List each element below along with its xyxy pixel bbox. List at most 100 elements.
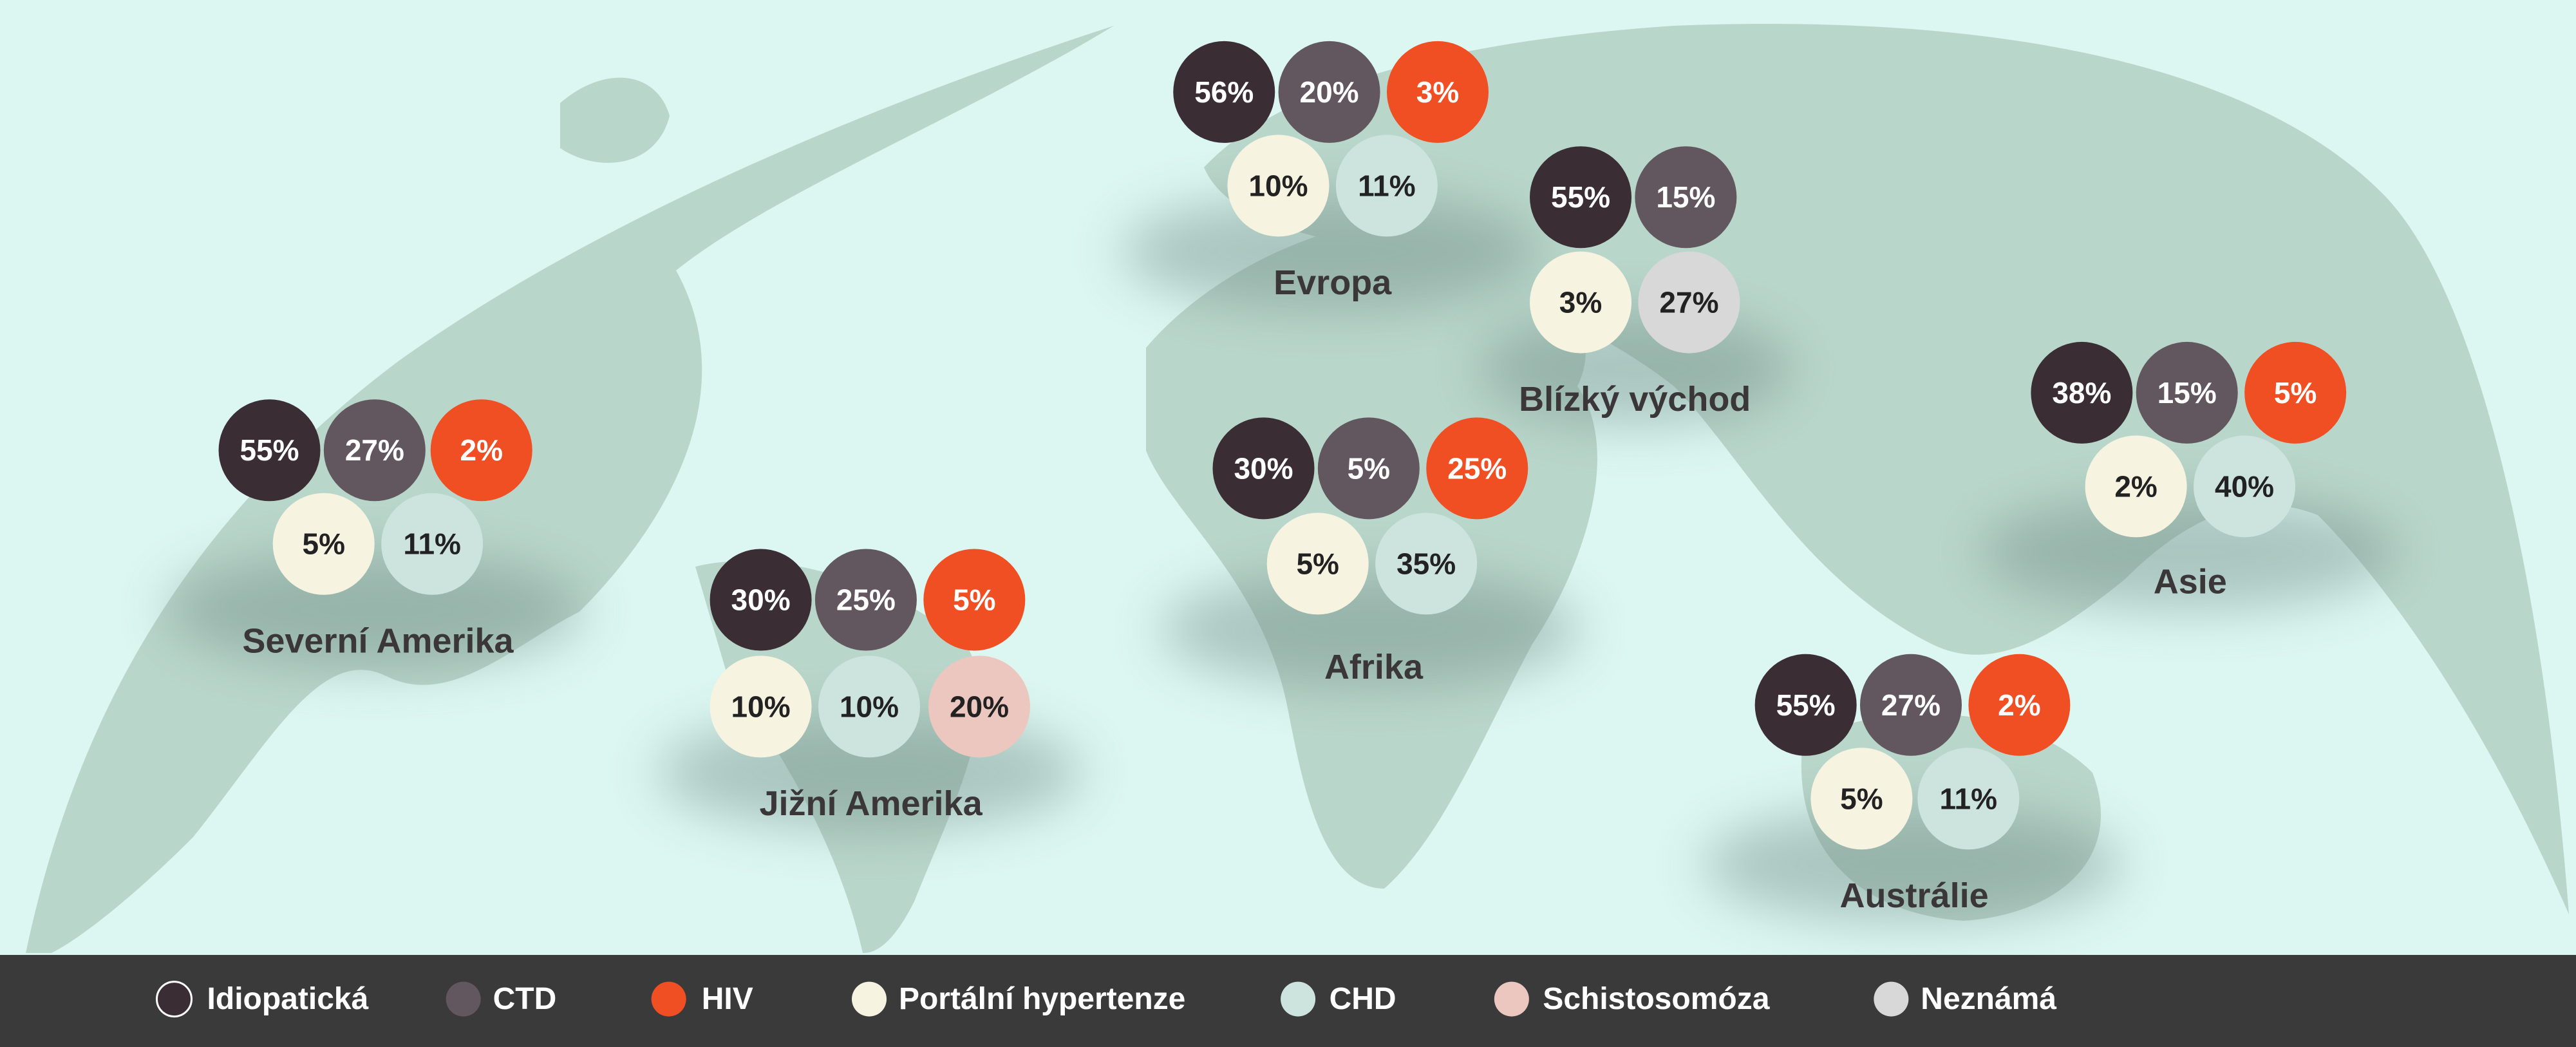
region-name: Afrika [1324, 648, 1424, 686]
region: 55% 27% 2% 5% 11% Severní Amerika [166, 399, 585, 668]
stat-value: 15% [1656, 180, 1715, 214]
stat-circle [381, 493, 484, 595]
legend-label: Neznámá [1921, 982, 2056, 1016]
stat-value: 38% [2052, 376, 2111, 410]
stat-circle [1530, 146, 1632, 249]
stat-value: 56% [1194, 75, 1254, 109]
stat-circle [2031, 341, 2133, 444]
shadow [1121, 193, 1541, 310]
stat-value: 25% [1447, 451, 1507, 485]
stat-circle [928, 656, 1030, 758]
shadow [1160, 571, 1581, 688]
legend-label: Portální hypertenze [899, 982, 1185, 1016]
stat-circle [1426, 417, 1528, 520]
stat-circle [1917, 748, 2020, 850]
stat-circle [1212, 417, 1315, 520]
stat-value: 2% [2114, 469, 2157, 503]
stat-value: 40% [2215, 469, 2274, 503]
stat-value: 10% [840, 690, 899, 723]
stat-circle [2244, 341, 2347, 444]
region: 30% 25% 5% 10% 10% 20% Jižní Amerika [657, 549, 1082, 831]
stat-value: 3% [1559, 286, 1602, 319]
stat-value: 2% [1998, 688, 2040, 722]
stat-value: 5% [1296, 547, 1339, 580]
stat-value: 55% [1551, 180, 1610, 214]
stat-circle [2194, 435, 2296, 538]
stat-circle [1638, 251, 1740, 354]
stat-circle [818, 656, 921, 758]
region-name: Evropa [1274, 263, 1392, 302]
stat-circle [1754, 654, 1857, 756]
stat-value: 10% [731, 690, 791, 723]
stat-circle [1173, 41, 1275, 143]
legend-swatch [156, 981, 193, 1018]
legend-label: CTD [493, 982, 557, 1016]
region-name: Blízký východ [1519, 380, 1751, 419]
stat-value: 27% [1881, 688, 1941, 722]
shadow [1979, 494, 2399, 610]
stat-circle [923, 549, 1026, 651]
legend-label: Idiopatická [207, 982, 369, 1016]
stat-value: 27% [1659, 286, 1718, 319]
stat-circle [2085, 435, 2187, 538]
stat-circle [323, 399, 426, 502]
legend-label: CHD [1330, 982, 1396, 1016]
region: 56% 20% 3% 10% 11% Evropa [1121, 41, 1541, 310]
stat-circle [1278, 41, 1380, 143]
stat-value: 55% [240, 433, 299, 467]
stat-circle [1227, 135, 1330, 237]
stat-value: 27% [345, 433, 404, 467]
stat-value: 5% [1840, 782, 1883, 815]
stat-circle [218, 399, 321, 502]
stat-circle [272, 493, 375, 595]
stat-value: 15% [2158, 376, 2217, 410]
stat-value: 10% [1248, 169, 1308, 202]
stat-value: 11% [1940, 782, 1998, 815]
stat-circle [1317, 417, 1420, 520]
legend-swatch [446, 981, 481, 1017]
legend-label: Schistosomóza [1543, 982, 1769, 1016]
regions: 56% 20% 3% 10% 11% Evropa 55% 15% 3% 27% Blízký vý… [166, 41, 2399, 923]
stat-value: 5% [1348, 451, 1390, 485]
region-name: Asie [2154, 562, 2227, 601]
stat-value: 5% [2274, 376, 2317, 410]
legend-swatch [1874, 981, 1909, 1017]
stat-circle [710, 549, 812, 651]
stat-circle [1335, 135, 1438, 237]
stat-value: 55% [1776, 688, 1836, 722]
stat-value: 11% [403, 527, 461, 561]
stat-value: 25% [836, 583, 896, 616]
region: 55% 27% 2% 5% 11% Austrálie [1702, 654, 2123, 923]
legend-swatch [1281, 981, 1316, 1017]
region: 30% 5% 25% 5% 35% Afrika [1160, 417, 1581, 688]
stat-circle [1810, 748, 1913, 850]
legend-swatch [852, 981, 887, 1017]
stat-value: 5% [303, 527, 345, 561]
stat-value: 5% [953, 583, 995, 616]
stat-circle [1375, 513, 1478, 615]
stat-value: 3% [1416, 75, 1459, 109]
stat-circle [1968, 654, 2071, 756]
stat-value: 20% [950, 690, 1009, 723]
stat-circle [710, 656, 812, 758]
stat-circle [1635, 146, 1737, 249]
legend-swatch [1494, 981, 1529, 1017]
shadow [166, 551, 585, 668]
shadow [1702, 806, 2123, 923]
stat-value: 35% [1396, 547, 1456, 580]
legend-swatch [651, 981, 686, 1017]
legend: Idiopatická CTD HIV Portální hypertenze CHD S… [156, 981, 2056, 1018]
region-name: Jižní Amerika [759, 784, 982, 823]
stat-value: 30% [1234, 451, 1293, 485]
region-name: Severní Amerika [242, 621, 514, 660]
stat-value: 20% [1300, 75, 1359, 109]
stat-circle [430, 399, 532, 502]
region-name: Austrálie [1840, 876, 1989, 915]
stat-circle [2136, 341, 2238, 444]
stat-circle [1859, 654, 1962, 756]
legend-label: HIV [702, 982, 753, 1016]
stat-circle [1266, 513, 1369, 615]
stat-value: 30% [731, 583, 791, 616]
stat-circle [1387, 41, 1489, 143]
